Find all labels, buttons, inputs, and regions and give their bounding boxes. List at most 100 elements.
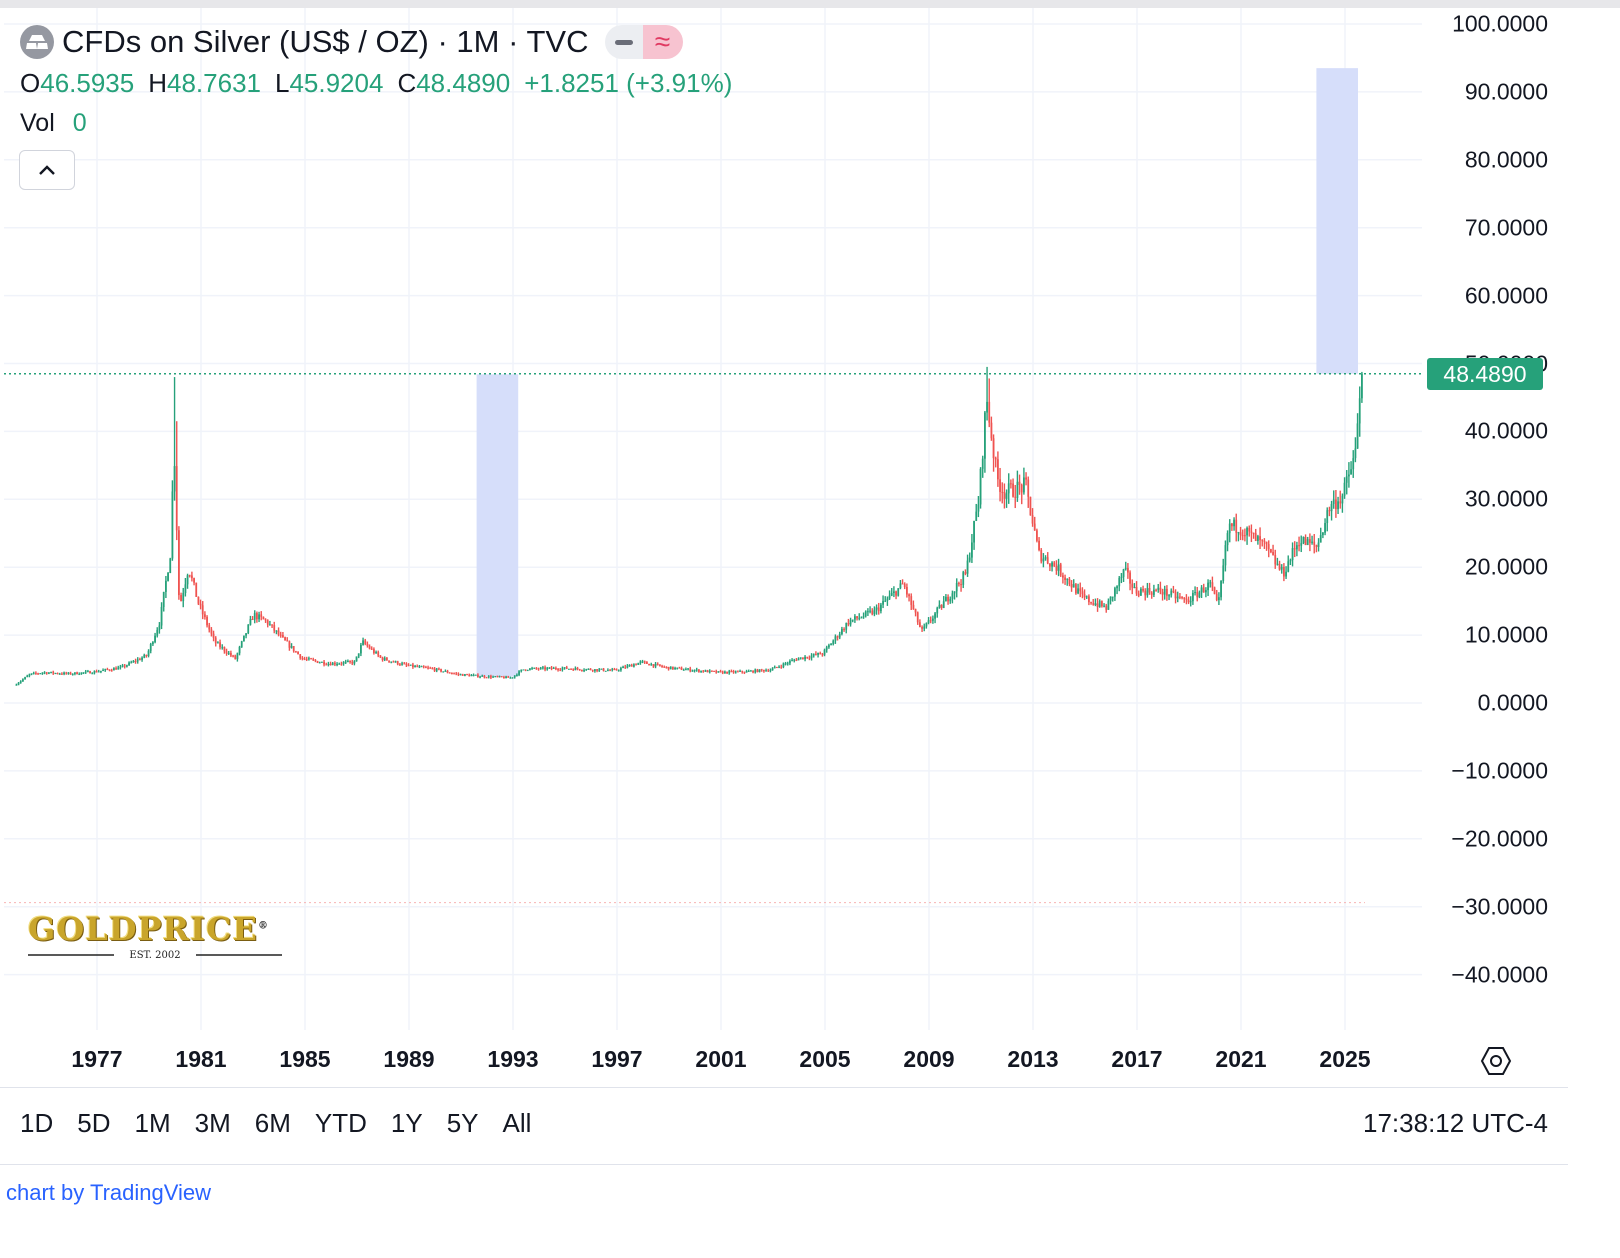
candle-body <box>947 596 949 602</box>
range-1d-button[interactable]: 1D <box>20 1108 54 1138</box>
candle-body <box>1150 592 1153 595</box>
candle-body <box>828 645 830 648</box>
logo-divider: EST. 2002 <box>28 950 282 961</box>
candle-body <box>93 671 96 674</box>
candle-body <box>1083 594 1086 598</box>
candle-body <box>182 593 185 602</box>
candle-body <box>994 458 997 460</box>
candle-body <box>1358 398 1361 424</box>
candle-body <box>24 677 26 680</box>
candle-body <box>377 652 380 656</box>
candle-body <box>1274 554 1277 565</box>
candle-body <box>451 673 453 675</box>
candle-body <box>1122 569 1125 577</box>
low-label: L <box>274 68 290 98</box>
candle-body <box>1031 515 1034 524</box>
price-axis-label: −30.0000 <box>1451 893 1548 920</box>
candle-body <box>845 623 848 630</box>
candle-body <box>1049 563 1051 567</box>
candle-body <box>797 658 800 661</box>
chevron-up-icon <box>39 165 55 175</box>
range-1y-button[interactable]: 1Y <box>390 1108 423 1138</box>
candle-body <box>412 664 414 668</box>
chart-legend: CFDs on Silver (US$ / OZ) · 1M · TVC ≈ O… <box>20 22 746 138</box>
candle-body <box>1027 479 1030 497</box>
candle-body <box>559 669 562 671</box>
price-chart[interactable] <box>0 0 1620 1090</box>
candle-body <box>479 676 481 678</box>
price-axis-label: 80.0000 <box>1464 146 1548 173</box>
candle-body <box>277 630 280 635</box>
candle-body <box>643 661 646 663</box>
candle-body <box>1005 493 1008 499</box>
candle-body <box>353 661 356 664</box>
clock-timezone[interactable]: 17:38:12 UTC-4 <box>1363 1108 1548 1138</box>
time-axis-label: 1993 <box>487 1046 539 1072</box>
candle-body <box>420 666 423 668</box>
candle-body <box>1051 562 1053 567</box>
range-5d-button[interactable]: 5D <box>77 1108 111 1138</box>
candle-body <box>286 640 289 642</box>
candle-body <box>869 610 871 612</box>
hide-icon[interactable] <box>604 25 643 59</box>
candle-body <box>266 620 269 625</box>
candle-body <box>1120 576 1123 579</box>
candle-body <box>379 655 382 658</box>
candle-body <box>483 675 486 678</box>
range-3m-button[interactable]: 3M <box>194 1108 231 1138</box>
candle-body <box>810 655 813 658</box>
candle-body <box>1265 541 1268 545</box>
candle-body <box>132 661 135 663</box>
candle-body <box>784 663 787 665</box>
candle-body <box>178 530 180 596</box>
candle-body <box>620 668 622 671</box>
candle-body <box>685 669 687 671</box>
candle-body <box>693 670 696 672</box>
candle-body <box>914 609 917 613</box>
silver-bars-icon[interactable] <box>20 25 54 59</box>
candle-body <box>498 676 501 678</box>
candle-body <box>342 662 345 664</box>
range-6m-button[interactable]: 6M <box>254 1108 291 1138</box>
candle-body <box>180 595 182 602</box>
collapse-legend-button[interactable] <box>19 150 75 190</box>
candle-body <box>1183 597 1186 599</box>
candle-body <box>325 664 328 666</box>
range-1m-button[interactable]: 1M <box>134 1108 171 1138</box>
candle-body <box>607 670 609 672</box>
time-axis-label: 2005 <box>799 1046 851 1072</box>
candle-body <box>639 661 642 663</box>
candle-body <box>175 466 178 531</box>
range-ytd-button[interactable]: YTD <box>314 1108 367 1138</box>
candle-body <box>589 668 592 670</box>
candle-body <box>1280 566 1283 570</box>
candle-body <box>312 659 315 661</box>
range-5y-button[interactable]: 5Y <box>446 1108 479 1138</box>
candle-body <box>206 616 208 626</box>
candle-body <box>1131 583 1134 588</box>
candle-body <box>806 656 809 658</box>
candle-body <box>932 618 934 621</box>
low-value: 45.9204 <box>289 68 384 98</box>
tradingview-credit-link[interactable]: chart by TradingView <box>6 1180 212 1205</box>
candle-body <box>1140 588 1142 596</box>
symbol-title[interactable]: CFDs on Silver (US$ / OZ) · 1M · TVC <box>62 24 589 59</box>
candle-body <box>1324 523 1326 533</box>
approx-icon[interactable]: ≈ <box>642 25 683 59</box>
range-all-button[interactable]: All <box>502 1108 532 1138</box>
candle-body <box>1144 590 1147 596</box>
candle-body <box>890 592 893 596</box>
candle-body <box>401 663 403 665</box>
indicator-toggle[interactable]: ≈ <box>604 25 683 59</box>
candle-body <box>496 676 499 678</box>
candle-body <box>529 668 531 671</box>
candle-body <box>357 653 360 657</box>
candle-body <box>284 637 286 641</box>
gear-icon[interactable] <box>1480 1045 1512 1077</box>
candle-body <box>1148 588 1151 593</box>
price-axis-label: 10.0000 <box>1464 621 1548 648</box>
candle-body <box>962 572 965 585</box>
high-label: H <box>148 68 167 98</box>
candle-body <box>444 670 447 672</box>
candle-body <box>665 666 668 668</box>
